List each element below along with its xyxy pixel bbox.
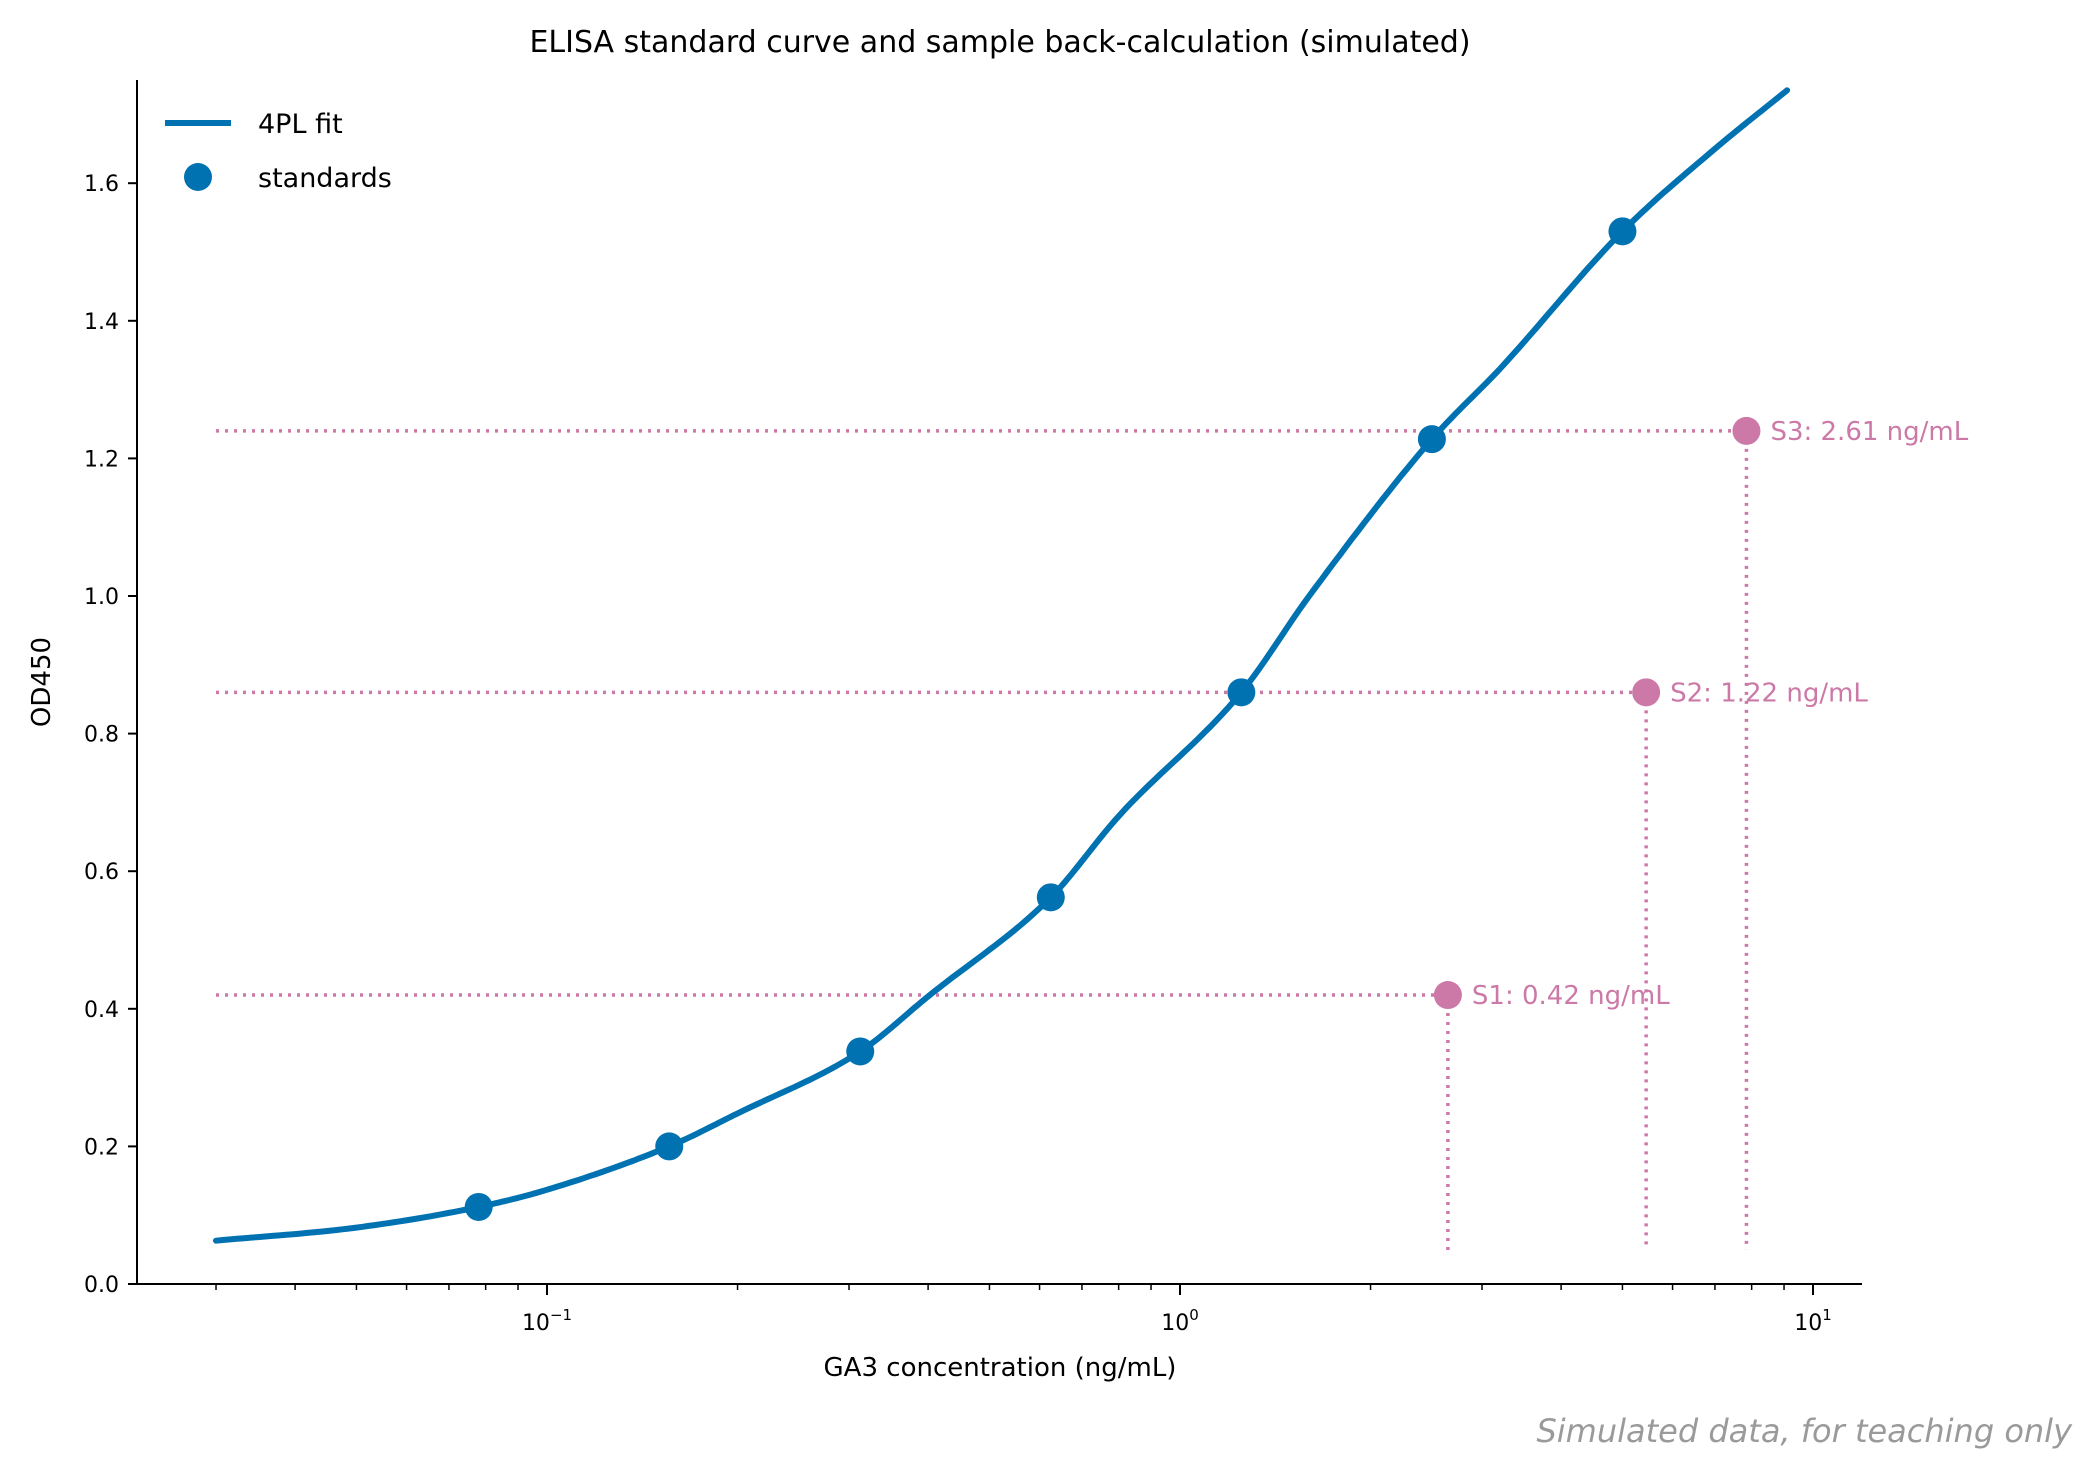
x-tick-label: 100 [1161, 1306, 1199, 1336]
y-axis-label: OD450 [27, 637, 57, 727]
fit-curve-4pl [213, 87, 1791, 1244]
y-ticks: 0.0 0.2 0.4 0.6 0.8 1.0 1.2 1.4 1.6 [84, 172, 137, 1298]
y-tick-label: 0.6 [84, 860, 119, 885]
standard-point [1417, 425, 1446, 454]
standards-layer [464, 217, 1637, 1221]
sample-point [1433, 981, 1462, 1010]
y-tick-label: 0.4 [84, 998, 119, 1023]
y-tick-label: 1.0 [84, 585, 119, 610]
standard-point [1608, 217, 1637, 246]
x-tick-label: 10−1 [522, 1306, 572, 1336]
legend-standards-label: standards [258, 163, 392, 194]
chart-title: ELISA standard curve and sample back-cal… [529, 25, 1470, 60]
sample-label: S3: 2.61 ng/mL [1770, 417, 1968, 447]
standard-point [464, 1192, 493, 1221]
samples-layer: S1: 0.42 ng/mL S2: 1.22 ng/mL S3: 2.61 ng/… [1433, 416, 1969, 1011]
y-tick-label: 1.4 [84, 310, 119, 335]
x-tick-label: 101 [1794, 1306, 1832, 1336]
footnote: Simulated data, for teaching only [1536, 1412, 2073, 1450]
sample-point [1632, 678, 1661, 707]
y-tick-label: 1.2 [84, 447, 119, 472]
standard-point [1036, 883, 1065, 912]
y-tick-label: 0.0 [84, 1273, 119, 1298]
standard-point [1227, 678, 1256, 707]
sample-point [1732, 416, 1761, 445]
x-axis-label: GA3 concentration (ng/mL) [824, 1353, 1177, 1383]
fit-layer [213, 87, 1791, 1244]
legend: 4PL fit standards [165, 109, 392, 194]
sample-label: S1: 0.42 ng/mL [1472, 981, 1670, 1011]
y-tick-label: 0.8 [84, 723, 119, 748]
legend-standards-marker [184, 163, 212, 191]
standard-point [655, 1132, 684, 1161]
legend-fit-label: 4PL fit [258, 109, 343, 140]
y-tick-label: 1.6 [84, 172, 119, 197]
standard-point [846, 1037, 875, 1066]
x-ticks: 10−1 100 101 [215, 1284, 1832, 1336]
y-tick-label: 0.2 [84, 1135, 119, 1160]
sample-guides [216, 429, 1749, 1250]
sample-label: S2: 1.22 ng/mL [1670, 678, 1868, 708]
